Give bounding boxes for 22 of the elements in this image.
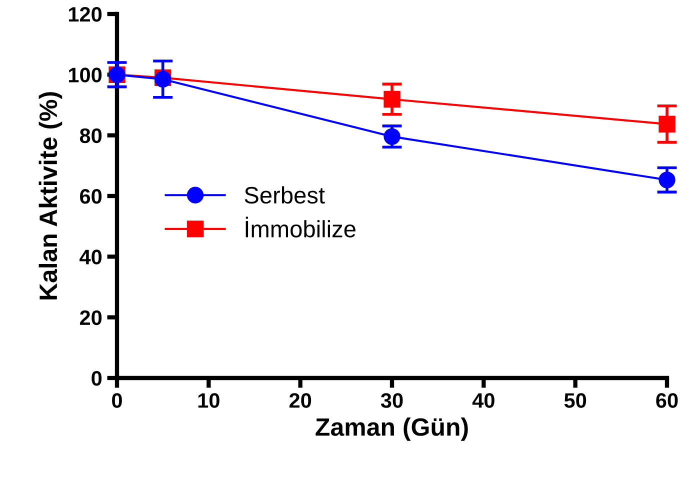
- point: [384, 128, 400, 145]
- x-tick-label: 60: [656, 393, 678, 408]
- y-tick-label: 120: [68, 7, 102, 22]
- x-tick-label: 0: [112, 393, 122, 408]
- y-tick-label: 60: [80, 189, 102, 204]
- y-tick-label: 100: [68, 68, 102, 82]
- y-tick-label: 0: [92, 371, 102, 386]
- point: [658, 172, 676, 188]
- y-tick-label: 20: [80, 310, 102, 326]
- point: [658, 116, 676, 132]
- legend-label: Serbest: [244, 186, 325, 204]
- x-tick-label: 50: [564, 393, 586, 408]
- y-axis-title: Kalan Aktivite (%): [38, 92, 62, 300]
- x-tick-label: 30: [380, 393, 403, 408]
- point: [384, 90, 400, 108]
- x-axis-title: Zaman (Gün): [316, 418, 468, 441]
- legend-label: İmmobilize: [246, 216, 356, 238]
- y-tick-label: 40: [80, 250, 102, 264]
- y-tick-label: 80: [80, 128, 102, 144]
- x-tick-label: 40: [472, 393, 494, 408]
- x-tick-label: 20: [289, 393, 312, 408]
- x-tick-label: 10: [198, 393, 220, 408]
